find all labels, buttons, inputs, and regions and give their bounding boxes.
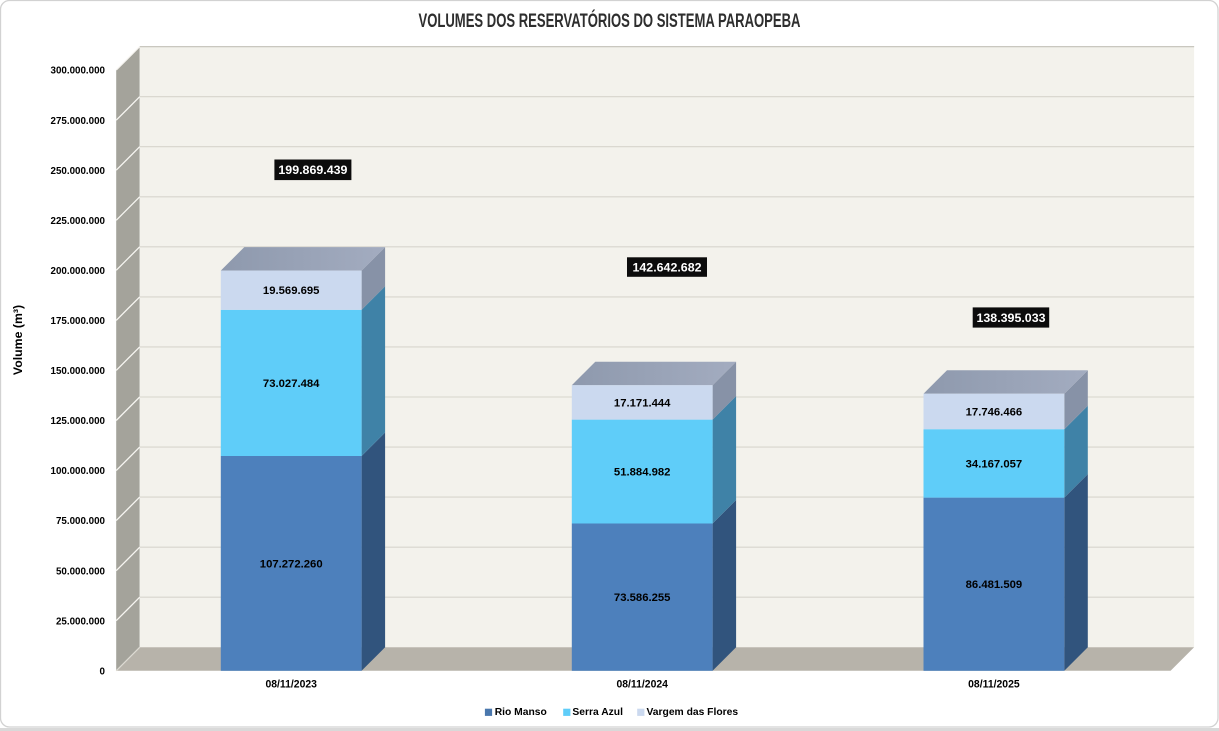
svg-text:VOLUMES DOS RESERVATÓRIOS DO S: VOLUMES DOS RESERVATÓRIOS DO SISTEMA PAR…: [419, 10, 801, 32]
svg-text:17.171.444: 17.171.444: [614, 397, 671, 409]
svg-text:Rio Manso: Rio Manso: [495, 707, 547, 718]
svg-text:0: 0: [100, 666, 106, 677]
svg-text:19.569.695: 19.569.695: [263, 285, 320, 297]
svg-text:107.272.260: 107.272.260: [260, 558, 323, 570]
svg-text:50.000.000: 50.000.000: [56, 566, 106, 577]
svg-text:138.395.033: 138.395.033: [977, 311, 1046, 325]
svg-text:225.000.000: 225.000.000: [51, 216, 106, 227]
svg-text:Serra Azul: Serra Azul: [572, 707, 623, 718]
svg-text:08/11/2024: 08/11/2024: [616, 679, 668, 691]
svg-text:300.000.000: 300.000.000: [51, 66, 106, 77]
svg-text:17.746.466: 17.746.466: [966, 407, 1023, 419]
svg-text:34.167.057: 34.167.057: [966, 458, 1023, 470]
svg-text:86.481.509: 86.481.509: [966, 579, 1023, 591]
svg-text:75.000.000: 75.000.000: [56, 516, 106, 527]
svg-text:08/11/2023: 08/11/2023: [265, 679, 317, 691]
svg-text:200.000.000: 200.000.000: [51, 266, 106, 277]
svg-text:73.586.255: 73.586.255: [614, 592, 671, 604]
svg-text:150.000.000: 150.000.000: [51, 366, 106, 377]
svg-text:100.000.000: 100.000.000: [51, 466, 106, 477]
svg-text:Vargem das Flores: Vargem das Flores: [647, 707, 739, 718]
svg-text:25.000.000: 25.000.000: [56, 616, 106, 627]
svg-text:51.884.982: 51.884.982: [614, 467, 671, 479]
svg-text:175.000.000: 175.000.000: [51, 316, 106, 327]
svg-text:73.027.484: 73.027.484: [263, 378, 320, 390]
svg-text:199.869.439: 199.869.439: [278, 163, 347, 177]
svg-text:08/11/2025: 08/11/2025: [968, 679, 1020, 691]
svg-text:275.000.000: 275.000.000: [51, 116, 106, 127]
svg-text:Volume (m³): Volume (m³): [11, 305, 25, 375]
svg-text:125.000.000: 125.000.000: [51, 416, 106, 427]
svg-text:142.642.682: 142.642.682: [633, 260, 702, 274]
svg-text:250.000.000: 250.000.000: [51, 166, 106, 177]
